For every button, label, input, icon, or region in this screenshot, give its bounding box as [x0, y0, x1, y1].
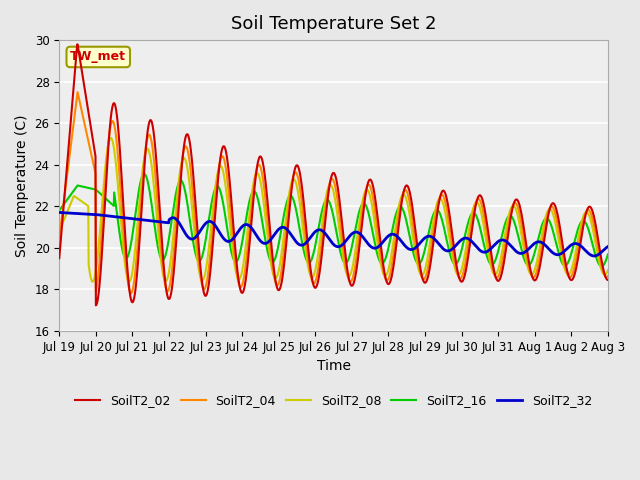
SoilT2_32: [56, 210, 63, 216]
Line: SoilT2_04: SoilT2_04: [60, 92, 608, 293]
SoilT2_08: [178, 158, 186, 164]
SoilT2_04: [492, 274, 499, 279]
SoilT2_02: [178, 161, 186, 167]
SoilT2_02: [92, 302, 100, 308]
SoilT2_02: [492, 272, 499, 278]
SoilT2_04: [604, 273, 612, 279]
SoilT2_32: [604, 244, 612, 250]
SoilT2_16: [419, 253, 427, 259]
SoilT2_02: [165, 296, 173, 302]
SoilT2_32: [539, 240, 547, 246]
SoilT2_04: [540, 232, 547, 238]
SoilT2_02: [420, 278, 428, 284]
SoilT2_16: [164, 239, 172, 245]
SoilT2_16: [598, 264, 605, 269]
SoilT2_08: [540, 223, 547, 229]
SoilT2_04: [165, 287, 173, 293]
SoilT2_04: [178, 157, 186, 163]
SoilT2_32: [177, 224, 185, 229]
Line: SoilT2_16: SoilT2_16: [60, 174, 608, 266]
SoilT2_08: [89, 279, 97, 285]
SoilT2_08: [492, 272, 499, 277]
SoilT2_04: [127, 290, 135, 296]
SoilT2_16: [604, 252, 612, 257]
SoilT2_32: [419, 237, 426, 243]
Legend: SoilT2_02, SoilT2_04, SoilT2_08, SoilT2_16, SoilT2_32: SoilT2_02, SoilT2_04, SoilT2_08, SoilT2_…: [70, 389, 597, 412]
SoilT2_08: [56, 228, 63, 234]
SoilT2_32: [490, 242, 498, 248]
SoilT2_16: [140, 171, 148, 177]
SoilT2_16: [491, 259, 499, 264]
Line: SoilT2_02: SoilT2_02: [60, 44, 608, 305]
SoilT2_16: [540, 219, 547, 225]
SoilT2_04: [74, 89, 81, 95]
Line: SoilT2_32: SoilT2_32: [60, 213, 608, 256]
SoilT2_02: [74, 41, 81, 47]
SoilT2_02: [56, 255, 63, 261]
SoilT2_32: [239, 223, 246, 229]
SoilT2_08: [107, 135, 115, 141]
SoilT2_04: [420, 276, 428, 282]
SoilT2_04: [56, 235, 63, 240]
SoilT2_08: [420, 271, 428, 276]
SoilT2_32: [590, 253, 598, 259]
SoilT2_16: [56, 207, 63, 213]
SoilT2_02: [540, 241, 547, 247]
SoilT2_04: [239, 277, 247, 283]
SoilT2_08: [604, 267, 612, 273]
SoilT2_02: [239, 288, 247, 294]
SoilT2_02: [604, 277, 612, 283]
SoilT2_32: [164, 220, 172, 226]
SoilT2_08: [165, 270, 173, 276]
SoilT2_16: [239, 234, 247, 240]
Line: SoilT2_08: SoilT2_08: [60, 138, 608, 282]
SoilT2_16: [178, 178, 186, 184]
X-axis label: Time: Time: [317, 359, 351, 373]
Title: Soil Temperature Set 2: Soil Temperature Set 2: [231, 15, 436, 33]
SoilT2_08: [239, 261, 247, 267]
Text: TW_met: TW_met: [70, 50, 126, 63]
Y-axis label: Soil Temperature (C): Soil Temperature (C): [15, 114, 29, 257]
